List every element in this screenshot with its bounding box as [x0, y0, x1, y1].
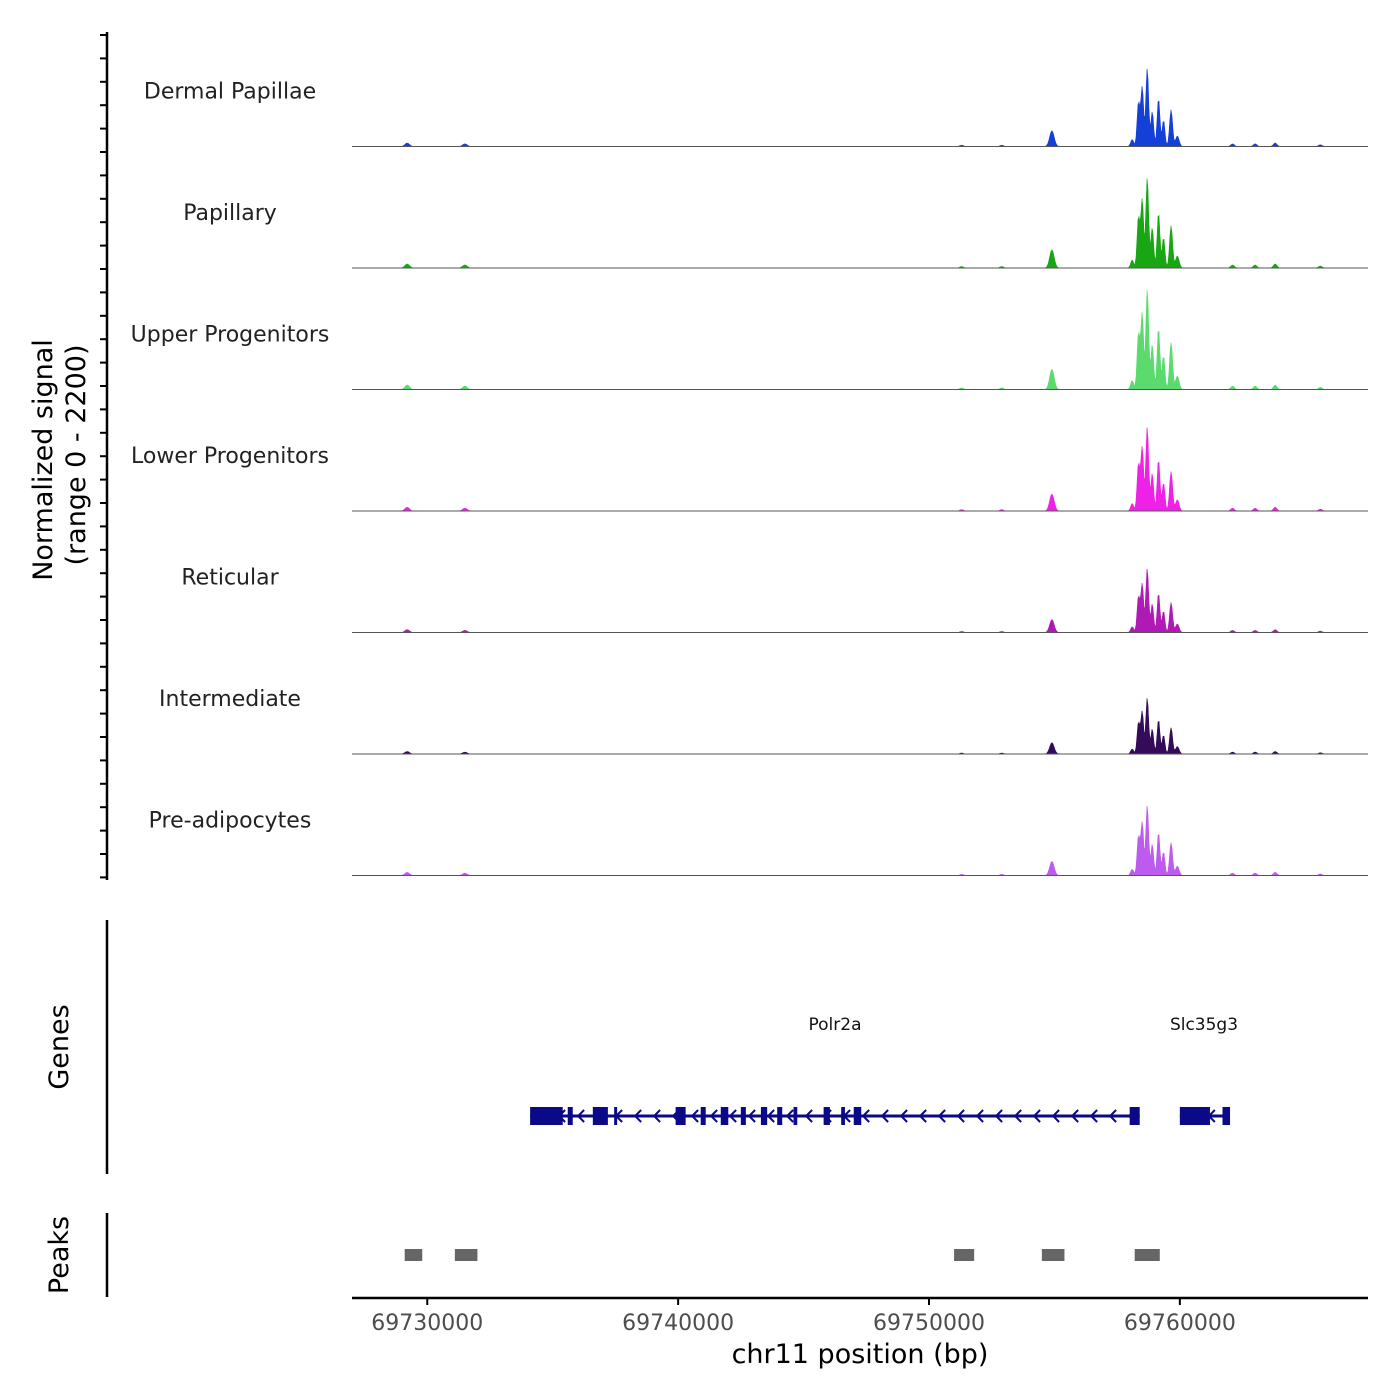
track-label: Papillary	[183, 201, 277, 226]
coverage-y-axis	[100, 32, 109, 880]
strand-arrow	[1089, 1109, 1098, 1123]
exon	[823, 1107, 830, 1125]
strand-arrow	[861, 1109, 870, 1123]
exon	[760, 1107, 768, 1125]
x-axis-title: chr11 position (bp)	[732, 1339, 989, 1370]
exon	[740, 1107, 746, 1125]
strand-arrow	[804, 1109, 813, 1123]
track-label: Dermal Papillae	[144, 80, 316, 105]
track-reticular: Reticular	[181, 566, 1368, 633]
strand-arrow	[880, 1109, 889, 1123]
strand-arrow	[766, 1109, 775, 1123]
track-intermediate: Intermediate	[159, 687, 1368, 755]
x-tick-label: 69730000	[371, 1311, 483, 1336]
track-label: Lower Progenitors	[131, 444, 329, 469]
track-lower-progenitors: Lower Progenitors	[131, 427, 1368, 512]
strand-arrow	[918, 1109, 927, 1123]
signal-area	[352, 178, 1368, 269]
gene-polr2a: Polr2a	[530, 1015, 1140, 1125]
strand-arrow	[633, 1109, 642, 1123]
strand-arrow	[709, 1109, 718, 1123]
track-dermal-papillae: Dermal Papillae	[144, 68, 1368, 147]
strand-arrow	[1070, 1109, 1079, 1123]
strand-arrow	[576, 1109, 585, 1123]
exon	[592, 1107, 608, 1125]
x-tick-label: 69740000	[622, 1311, 734, 1336]
exon	[1179, 1107, 1210, 1125]
strand-arrow	[690, 1109, 699, 1123]
strand-arrow	[785, 1109, 794, 1123]
exon	[793, 1107, 798, 1125]
exon	[567, 1107, 573, 1125]
peak-region	[1041, 1249, 1065, 1261]
gene-label: Polr2a	[809, 1015, 862, 1035]
exon	[614, 1107, 618, 1125]
strand-arrow	[1108, 1109, 1117, 1123]
strand-arrow	[1013, 1109, 1022, 1123]
peak-region	[1134, 1249, 1160, 1261]
strand-arrow	[975, 1109, 984, 1123]
peaks-panel-title: Peaks	[44, 1216, 75, 1294]
strand-arrow	[728, 1109, 737, 1123]
exon	[777, 1107, 783, 1125]
strand-arrow	[956, 1109, 965, 1123]
track-label: Upper Progenitors	[131, 323, 330, 348]
track-pre-adipocytes: Pre-adipocytes	[149, 805, 1368, 876]
x-tick-label: 69750000	[873, 1311, 985, 1336]
signal-area	[352, 698, 1368, 755]
peak-region	[954, 1249, 975, 1261]
exon	[841, 1107, 845, 1125]
peak-region	[404, 1249, 423, 1261]
signal-area	[352, 427, 1368, 512]
exon	[720, 1107, 729, 1125]
signal-area	[352, 805, 1368, 876]
coverage-tracks: Dermal Papillae Papillary Upper Progenitor…	[131, 68, 1368, 876]
x-axis-ticks: 69730000 69740000 69750000 69760000	[371, 1298, 1236, 1336]
strand-arrow	[937, 1109, 946, 1123]
strand-arrow	[994, 1109, 1003, 1123]
strand-arrow	[1051, 1109, 1060, 1123]
strand-arrow	[747, 1109, 756, 1123]
track-label: Pre-adipocytes	[149, 809, 312, 834]
track-label: Reticular	[181, 566, 279, 591]
coverage-y-axis-title-line2: (range 0 - 2200)	[61, 345, 92, 566]
exon	[675, 1107, 686, 1125]
signal-area	[352, 568, 1368, 633]
gene-annotations: Polr2a Slc35g3	[530, 1015, 1238, 1125]
exon	[1129, 1107, 1140, 1125]
signal-area	[352, 289, 1368, 390]
exon	[700, 1107, 706, 1125]
strand-arrow	[652, 1109, 661, 1123]
gene-label: Slc35g3	[1170, 1015, 1238, 1035]
x-tick-label: 69760000	[1124, 1311, 1236, 1336]
track-upper-progenitors: Upper Progenitors	[131, 289, 1368, 390]
exon	[530, 1107, 563, 1125]
peak-region	[454, 1249, 478, 1261]
signal-area	[352, 68, 1368, 147]
strand-arrow	[899, 1109, 908, 1123]
coverage-y-axis-title-line1: Normalized signal	[28, 339, 59, 581]
track-label: Intermediate	[159, 687, 301, 712]
gene-slc35g3: Slc35g3	[1170, 1015, 1238, 1125]
track-papillary: Papillary	[183, 178, 1368, 269]
exon	[853, 1107, 862, 1125]
exon	[1222, 1107, 1231, 1125]
strand-arrow	[1032, 1109, 1041, 1123]
genes-panel-title: Genes	[44, 1004, 75, 1089]
peak-regions	[404, 1249, 1160, 1261]
